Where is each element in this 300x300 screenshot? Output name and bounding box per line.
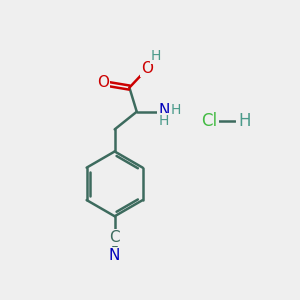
Text: H: H [159,114,169,128]
Text: N: N [109,248,120,263]
Text: C: C [110,230,120,245]
Text: H: H [238,112,250,130]
Text: N: N [158,103,170,118]
Text: H: H [151,50,161,63]
Text: O: O [141,61,153,76]
Text: O: O [97,75,109,90]
Text: H: H [170,103,181,117]
Text: Cl: Cl [201,112,217,130]
